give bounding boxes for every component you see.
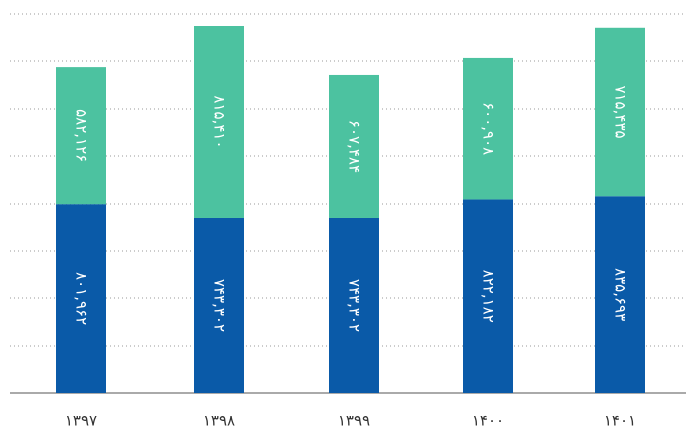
value-label: ۸۳۵,۶۹۳ bbox=[612, 268, 630, 321]
bar-segment bbox=[463, 57, 513, 200]
value-label: ۸۲۲,۱۸۲ bbox=[480, 270, 498, 323]
bar-segment bbox=[194, 26, 244, 218]
value-label: ۶۰۷,۴۸۴ bbox=[346, 120, 364, 173]
bar-segment bbox=[463, 199, 513, 393]
bar-segment bbox=[194, 217, 244, 393]
bar-segment bbox=[56, 204, 106, 393]
x-tick-label: ۱۴۰۱ bbox=[604, 412, 636, 430]
bar-segment bbox=[595, 27, 645, 197]
value-label: ۸۰۱,۹۶۲ bbox=[73, 272, 91, 325]
bar-segment bbox=[329, 217, 379, 393]
value-label: ۶۰۰,۹۰۸ bbox=[480, 102, 498, 155]
x-tick-label: ۱۳۹۹ bbox=[338, 412, 370, 430]
value-label: ۷۴۳,۳۰۲ bbox=[211, 279, 229, 332]
bar-segment bbox=[56, 67, 106, 205]
x-tick-label: ۱۴۰۰ bbox=[472, 412, 504, 430]
value-label: ۷۴۳,۳۰۲ bbox=[346, 279, 364, 332]
bar-segment bbox=[595, 196, 645, 393]
value-label: ۷۱۵,۴۳۵ bbox=[612, 85, 630, 138]
bar-segment bbox=[329, 74, 379, 218]
value-label: ۸۱۵,۴۱۰ bbox=[211, 95, 229, 148]
x-tick-label: ۱۳۹۷ bbox=[65, 412, 97, 430]
x-tick-label: ۱۳۹۸ bbox=[203, 412, 235, 430]
value-label: ۵۸۲,۱۲۶ bbox=[73, 109, 91, 162]
grid bbox=[10, 13, 686, 347]
